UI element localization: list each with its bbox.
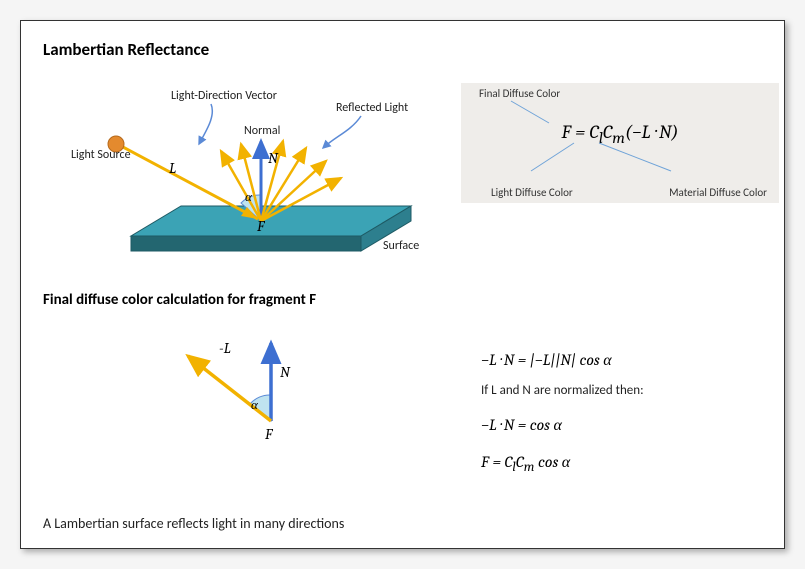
equation-note: If L and N are normalized then: [481,383,644,398]
var-F-2: F [265,425,272,443]
page-title: Lambertian Reflectance [43,39,762,60]
var-alpha: α [245,189,252,205]
neg-l-arrow [188,356,271,421]
label-material-diffuse: Material Diffuse Color [669,186,767,199]
pointer-lightdir [199,104,212,144]
var-N-2: N [280,363,290,381]
var-alpha-2: α [251,397,258,413]
var-N: N [268,149,278,167]
equation-2: −L · N = cos α [481,416,562,435]
section-subtitle: Final diffuse color calculation for frag… [43,291,316,309]
label-light-diffuse: Light Diffuse Color [491,186,573,199]
equation-1: −L · N = |−L||N| cos α [481,351,612,370]
formula-box: Final Diffuse Color F = ClCm(−L · N) Lig… [461,83,779,203]
label-light-source: Light Source [71,148,131,162]
var-negL: -L [219,339,231,357]
pointer-reflected [323,116,361,148]
footnote: A Lambertian surface reflects light in m… [43,515,344,532]
formula-pointers [461,83,751,183]
label-surface: Surface [383,239,419,253]
label-reflected: Reflected Light [336,101,408,115]
equation-3: F = ClCm cos α [481,453,570,475]
label-lightdir-vector: Light-Direction Vector [171,89,277,103]
page: Lambertian Reflectance [20,20,785,549]
var-L: L [169,159,176,177]
var-F: F [257,217,264,235]
label-normal: Normal [244,124,280,138]
